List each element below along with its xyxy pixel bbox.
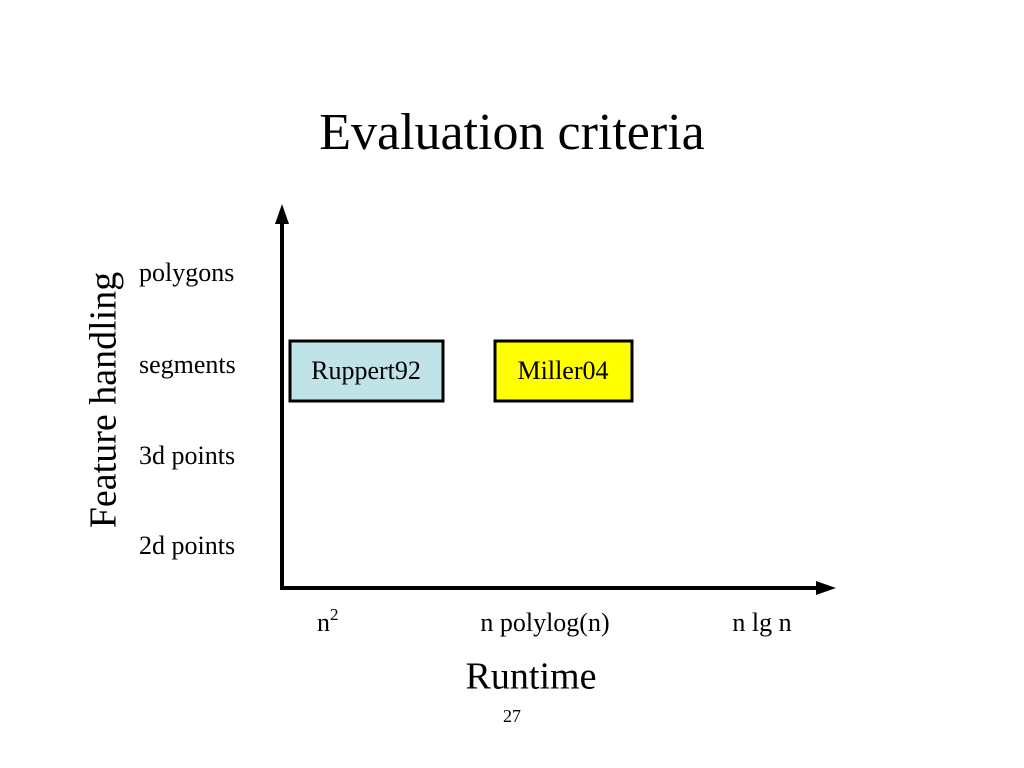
x-level-base: n [317, 608, 330, 637]
page-number: 27 [503, 706, 521, 726]
y-level: polygons [139, 258, 234, 287]
x-axis-arrow [816, 581, 836, 595]
y-level: 2d points [139, 531, 235, 560]
x-level: n polylog(n) [480, 608, 609, 637]
x-level: n lg n [732, 608, 791, 637]
x-level-sup: 2 [330, 605, 339, 624]
algorithm-box [288, 339, 445, 403]
y-level: 3d points [139, 441, 235, 470]
y-level: segments [139, 350, 236, 379]
algorithm-label: Ruppert92 [311, 356, 421, 385]
x-axis-label: Runtime [466, 656, 597, 698]
x-level: n2 [317, 605, 339, 637]
slide-title: Evaluation criteria [319, 104, 704, 161]
y-axis-label: Feature handling [83, 272, 125, 528]
y-axis-arrow [275, 204, 289, 224]
algorithm-label: Miller04 [518, 356, 609, 385]
algorithm-box [493, 339, 634, 403]
